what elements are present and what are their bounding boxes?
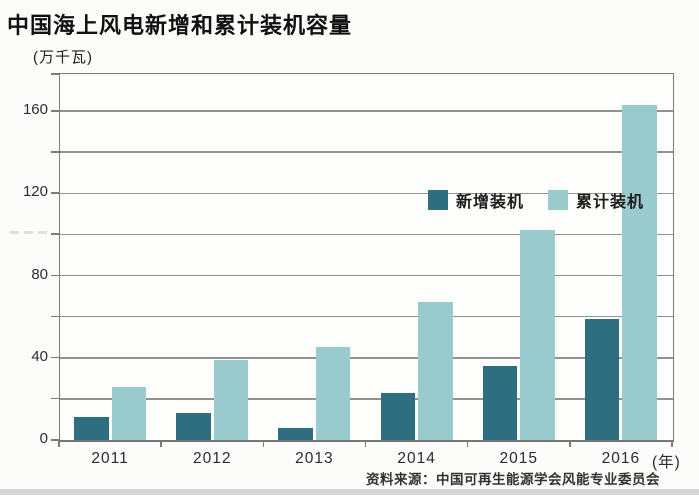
legend-swatch-cumulative-installed — [548, 190, 569, 210]
gridline-120 — [60, 192, 673, 195]
bar-2014-series1 — [418, 302, 453, 440]
bar-2013-series1 — [315, 347, 351, 440]
x-tick-label-2015: 2015 — [499, 450, 538, 467]
legend-label-new-installed: 新增装机 — [456, 194, 525, 211]
y-tick-label-80: 80 — [31, 265, 48, 283]
y-axis-tick — [51, 356, 59, 359]
chart-title: 中国海上风电新增和累计装机容量 — [7, 13, 353, 38]
y-axis-tick — [51, 439, 59, 441]
legend-item-cumulative-installed: 累计装机 — [548, 188, 644, 212]
y-axis-tick — [51, 110, 59, 112]
x-tick-label-2012: 2012 — [192, 450, 232, 467]
gridline-40 — [60, 357, 673, 359]
x-tick-label-2016: 2016 — [601, 450, 641, 467]
y-axis-tick-top — [51, 73, 59, 75]
x-axis-tick — [160, 441, 162, 447]
y-axis-tick — [51, 233, 59, 235]
gridline-160 — [60, 110, 673, 112]
y-tick-label-160: 160 — [22, 101, 48, 118]
y-tick-label-0: 0 — [39, 430, 48, 447]
y-tick-label-120: 120 — [22, 183, 48, 201]
legend-swatch-new-installed — [428, 190, 448, 210]
bar-2016-series1 — [622, 104, 657, 440]
bar-2012-series1 — [213, 359, 249, 440]
bar-2011-series0 — [74, 417, 109, 440]
y-axis-unit-label: (万千瓦) — [33, 49, 93, 66]
bar-2014-series0 — [380, 392, 415, 440]
gridline-140 — [60, 151, 673, 153]
gridline-100 — [60, 233, 673, 236]
y-axis-tick — [51, 397, 59, 400]
x-tick-label-2011: 2011 — [91, 450, 129, 467]
x-axis-tick — [466, 441, 469, 447]
legend-item-new-installed: 新增装机 — [428, 188, 524, 212]
faint-artifact-dashes — [10, 231, 52, 234]
x-axis-tick — [364, 441, 367, 447]
source-attribution: 资料来源：中国可再生能源学会风能专业委员会 — [366, 472, 660, 487]
x-axis-unit-label: (年) — [652, 454, 681, 471]
x-tick-label-2014: 2014 — [397, 450, 436, 467]
gridline-20 — [60, 398, 673, 400]
x-axis-tick — [569, 441, 571, 447]
x-axis-labels: 2011 2012 2013 2014 2015 2016 (年) — [59, 450, 679, 472]
y-tick-label-40: 40 — [31, 347, 48, 365]
x-axis-tick — [58, 441, 60, 447]
bar-2011-series1 — [111, 386, 146, 440]
bar-2013-series0 — [278, 427, 313, 440]
y-axis-tick — [51, 315, 59, 318]
bar-2012-series0 — [176, 413, 211, 440]
x-axis-tick — [262, 441, 265, 447]
x-axis-tick — [671, 441, 673, 447]
bar-2015-series1 — [520, 230, 555, 440]
legend: 新增装机 累计装机 — [428, 188, 644, 212]
x-tick-label-2013: 2013 — [295, 450, 334, 467]
bottom-window-band — [0, 489, 699, 495]
plot-area: 新增装机 累计装机 — [59, 73, 674, 442]
bar-2015-series0 — [482, 365, 518, 440]
y-axis-tick — [51, 151, 59, 153]
gridline-60 — [60, 315, 673, 318]
gridline-80 — [60, 274, 673, 277]
y-axis-tick — [51, 274, 59, 276]
legend-label-cumulative-installed: 累计装机 — [576, 194, 645, 211]
y-axis-tick — [51, 192, 59, 194]
bar-2016-series0 — [584, 318, 620, 440]
